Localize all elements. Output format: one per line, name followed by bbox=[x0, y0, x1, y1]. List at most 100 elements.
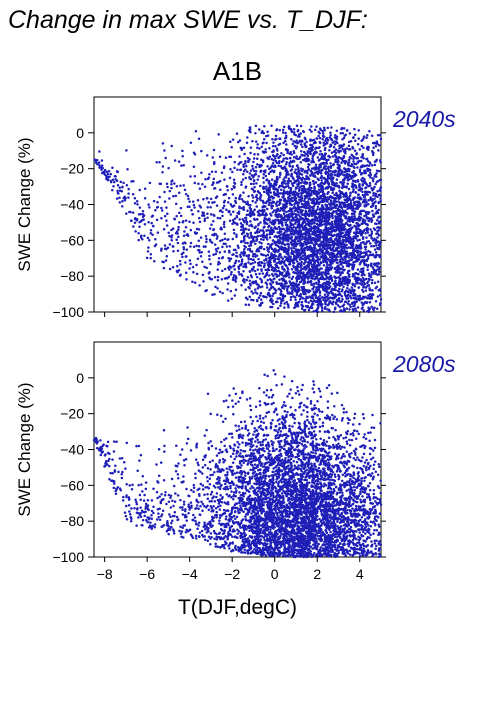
scatter-point bbox=[192, 151, 196, 154]
scatter-point bbox=[336, 293, 340, 297]
scatter-point bbox=[229, 168, 232, 171]
scatter-point bbox=[324, 225, 328, 228]
scatter-point bbox=[251, 262, 254, 265]
scatter-point bbox=[164, 259, 168, 262]
scatter-point bbox=[296, 224, 300, 228]
scatter-point bbox=[356, 156, 360, 160]
scatter-point bbox=[102, 170, 105, 174]
scatter-point bbox=[155, 218, 159, 222]
scatter-point bbox=[282, 125, 286, 129]
scatter-point bbox=[262, 150, 266, 154]
scatter-point bbox=[248, 236, 251, 239]
scatter-point bbox=[266, 134, 270, 137]
scatter-point bbox=[114, 178, 117, 181]
scatter-point bbox=[164, 156, 167, 160]
scatter-point bbox=[360, 274, 364, 277]
scatter-point bbox=[326, 138, 330, 142]
scatter-point bbox=[376, 265, 379, 268]
scatter-point bbox=[323, 254, 327, 257]
scatter-point bbox=[278, 278, 281, 282]
scatter-point bbox=[314, 239, 318, 243]
scatter-point bbox=[361, 231, 364, 235]
scatter-point bbox=[197, 182, 200, 186]
scatter-point bbox=[293, 206, 297, 209]
scatter-point bbox=[284, 229, 287, 233]
scatter-point bbox=[290, 286, 293, 290]
scatter-point bbox=[316, 201, 319, 205]
scatter-point bbox=[320, 306, 324, 310]
scatter-point bbox=[276, 306, 280, 310]
scatter-point bbox=[192, 271, 195, 274]
scatter-point bbox=[338, 214, 342, 218]
scatter-point bbox=[308, 186, 311, 189]
scatter-point bbox=[256, 178, 260, 181]
scatter-point bbox=[283, 306, 286, 309]
scatter-point bbox=[295, 207, 299, 211]
scatter-point bbox=[265, 258, 268, 262]
scatter-point bbox=[337, 232, 340, 235]
scatter-point bbox=[359, 187, 362, 190]
scatter-point bbox=[286, 199, 290, 203]
scatter-point bbox=[346, 219, 350, 223]
scatter-point bbox=[313, 294, 316, 297]
scatter-point bbox=[329, 248, 333, 252]
scatter-point bbox=[370, 305, 373, 309]
scatter-point bbox=[271, 150, 274, 154]
scatter-point bbox=[262, 219, 266, 222]
scatter-point bbox=[253, 261, 257, 264]
scatter-point bbox=[296, 210, 300, 214]
scatter-point bbox=[289, 222, 293, 225]
scatter-point bbox=[219, 188, 222, 192]
scatter-point bbox=[105, 170, 109, 174]
scatter-point bbox=[189, 241, 193, 245]
scatter-point bbox=[165, 224, 169, 227]
scatter-point bbox=[247, 254, 251, 257]
scatter-point bbox=[255, 218, 259, 221]
scatter-point bbox=[223, 220, 226, 224]
scatter-point bbox=[376, 261, 380, 265]
scatter-point bbox=[215, 237, 219, 240]
scatter-point bbox=[319, 200, 323, 203]
scatter-point bbox=[310, 170, 314, 174]
scatter-point bbox=[375, 232, 378, 236]
scatter-point bbox=[294, 226, 298, 230]
scatter-point bbox=[359, 231, 362, 235]
scatter-point bbox=[240, 206, 243, 210]
scatter-point bbox=[303, 202, 306, 206]
scatter-point bbox=[360, 307, 364, 310]
scatter-point bbox=[343, 249, 347, 252]
scatter-point bbox=[331, 242, 335, 245]
scatter-point bbox=[274, 138, 277, 141]
scatter-point bbox=[257, 250, 261, 253]
scatter-point bbox=[320, 152, 324, 156]
scatter-point bbox=[377, 149, 380, 152]
scatter-point bbox=[313, 262, 316, 265]
scatter-point bbox=[248, 279, 252, 282]
scatter-point bbox=[269, 286, 273, 290]
scatter-point bbox=[177, 225, 180, 229]
scatter-point bbox=[336, 265, 339, 268]
scatter-point bbox=[283, 260, 286, 263]
scatter-point bbox=[291, 184, 295, 188]
scatter-point bbox=[338, 279, 342, 282]
scatter-point bbox=[318, 219, 322, 223]
scatter-point bbox=[218, 217, 222, 220]
scatter-point bbox=[262, 247, 266, 251]
scatter-point bbox=[314, 210, 317, 214]
scatter-point bbox=[323, 195, 327, 198]
scatter-point bbox=[318, 146, 321, 149]
scatter-point bbox=[291, 244, 294, 247]
scatter-point bbox=[276, 149, 279, 152]
scatter-point bbox=[232, 178, 236, 182]
scatter-point bbox=[268, 155, 272, 159]
scatter-point bbox=[317, 269, 320, 272]
scatter-point bbox=[232, 276, 235, 280]
scatter-point bbox=[204, 289, 207, 293]
scatter-point bbox=[375, 180, 379, 184]
scatter-point bbox=[306, 187, 309, 191]
scatter-point bbox=[231, 193, 235, 196]
scatter-point bbox=[346, 302, 350, 305]
scatter-point bbox=[256, 163, 259, 166]
scatter-point bbox=[335, 135, 339, 139]
scatter-point bbox=[170, 236, 173, 239]
